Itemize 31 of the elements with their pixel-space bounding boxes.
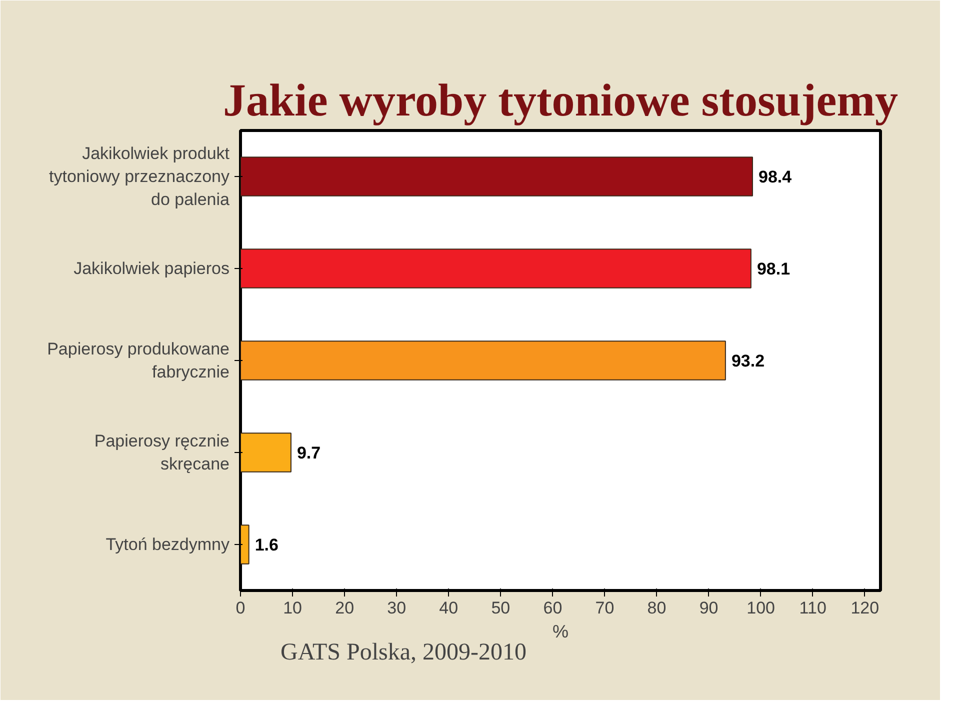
y-tick-label: Papierosy ręcznie skręcane <box>94 432 230 474</box>
y-tick-label: Tytoń bezdymny <box>106 535 230 554</box>
text: GATS Polska, 2009-2010 <box>280 640 527 666</box>
x-tick-label: 30 <box>387 598 406 618</box>
x-tick-label: 110 <box>799 598 826 618</box>
x-tick-label: 100 <box>746 598 776 618</box>
bar <box>240 156 753 196</box>
bar <box>240 340 726 380</box>
x-tick-label: 50 <box>491 598 510 618</box>
x-tick-label: 90 <box>699 598 718 618</box>
x-tick-label: 80 <box>647 598 666 618</box>
x-tick-label: 120 <box>850 598 880 618</box>
y-tick-label: Papierosy produkowane fabrycznie <box>47 340 230 382</box>
x-tick-label: 70 <box>595 598 614 618</box>
bar <box>240 432 292 472</box>
data-label: 98.1 <box>756 260 790 278</box>
data-label: 9.7 <box>296 444 321 462</box>
chart-title: Jakie wyroby tytoniowe stosujemy <box>222 74 898 126</box>
y-tick-label: Jakikolwiek produkt tytoniowy przeznaczony do palenia <box>49 144 230 209</box>
x-tick-label: 10 <box>283 598 302 618</box>
bar <box>240 524 250 564</box>
x-axis-title: % <box>552 622 569 642</box>
x-tick-label: 20 <box>335 598 354 618</box>
data-label: 98.4 <box>758 168 792 186</box>
x-tick-label: 60 <box>543 598 562 618</box>
bar <box>240 248 752 288</box>
data-label: 1.6 <box>254 536 278 554</box>
y-tick-label: Jakikolwiek papieros <box>74 259 230 278</box>
data-label: 93.2 <box>731 352 765 370</box>
x-tick-label: 0 <box>236 598 246 618</box>
x-tick-label: 40 <box>439 598 458 618</box>
